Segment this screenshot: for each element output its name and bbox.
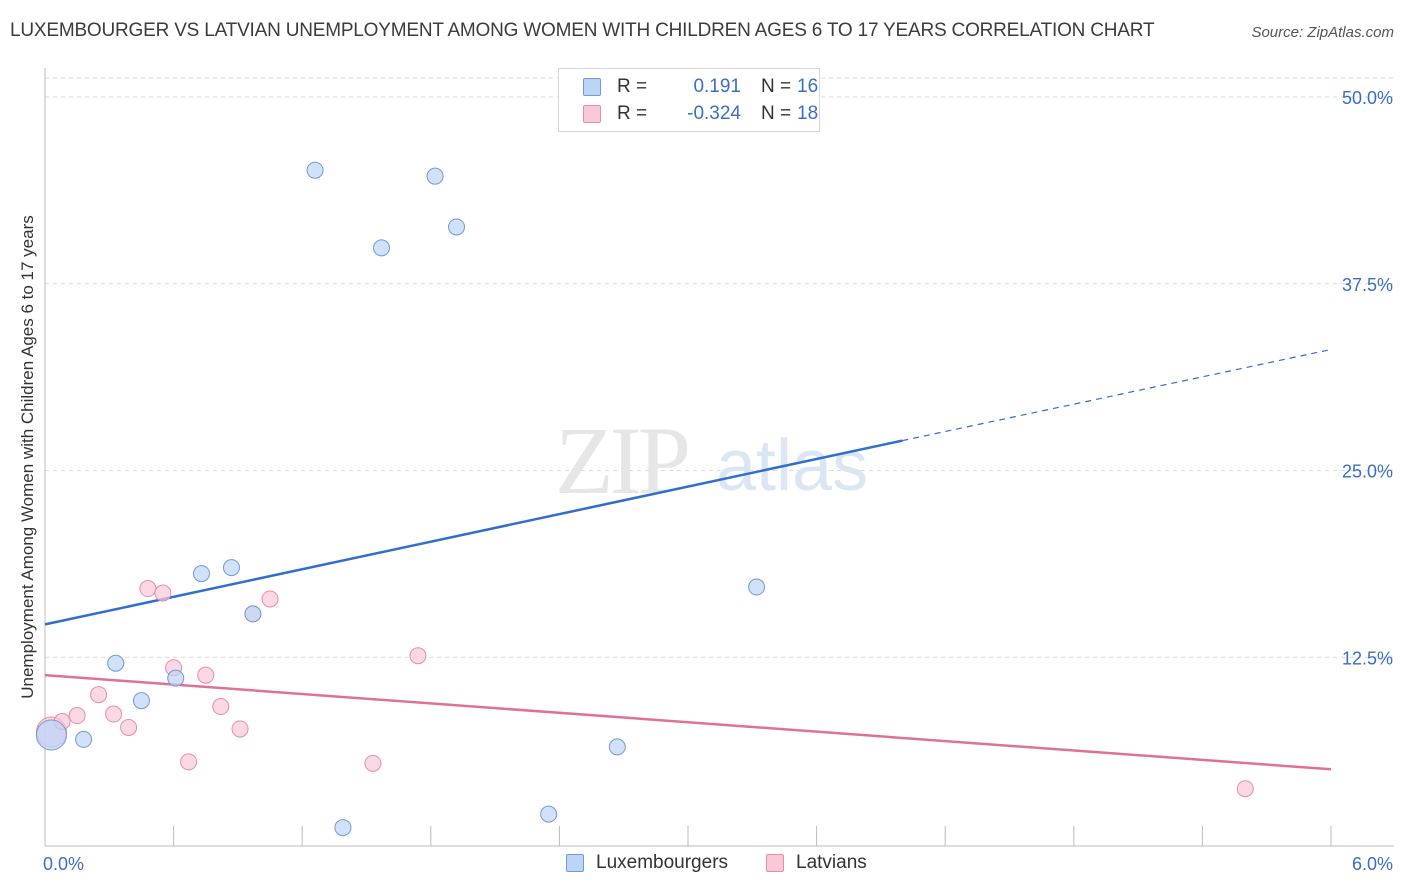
r-label: R = (617, 103, 648, 124)
latvians-point (154, 584, 172, 602)
luxembourgers-point (448, 218, 466, 236)
luxembourgers-point (748, 578, 766, 596)
latvians-point (68, 707, 86, 725)
luxembourgers-trend-line (44, 439, 903, 626)
luxembourgers-point (608, 738, 626, 756)
latvians-point (105, 705, 123, 723)
n-label: N = (761, 76, 792, 97)
luxembourgers-swatch (566, 854, 584, 872)
luxembourgers-point (132, 692, 150, 710)
x-tick-label: 0.0% (43, 854, 84, 874)
latvians-trend-line (44, 673, 1332, 771)
latvians-point (409, 647, 427, 665)
latvians-point (231, 720, 249, 738)
n-value: 18 (797, 103, 819, 124)
n-value: 16 (797, 76, 819, 97)
points-layer (35, 161, 1254, 837)
r-label: R = (617, 76, 648, 97)
luxembourgers-point (540, 805, 558, 823)
watermark-zip: ZIP (555, 407, 688, 514)
latvians-swatch (766, 854, 784, 872)
luxembourgers-point (426, 167, 444, 185)
tick-label-layer: 12.5% 25.0% 37.5% 50.0% 0.0% 6.0% (43, 88, 1393, 874)
luxembourgers-point (75, 730, 93, 748)
luxembourgers-trend-extension (902, 348, 1332, 442)
trend-layer (44, 348, 1332, 771)
latvians-point (1236, 780, 1254, 798)
latvians-point (261, 590, 279, 608)
latvians-point (120, 718, 138, 736)
r-value: 0.191 (693, 76, 741, 97)
latvians-point (139, 580, 157, 598)
x-tick-label: 6.0% (1352, 854, 1393, 874)
y-tick-label: 50.0% (1342, 88, 1393, 108)
luxembourgers-point (373, 239, 391, 257)
luxembourgers-point (107, 654, 125, 672)
y-tick-label: 37.5% (1342, 275, 1393, 295)
grid-layer (45, 77, 1394, 658)
y-tick-label: 25.0% (1342, 462, 1393, 482)
latvians-swatch (583, 105, 601, 123)
watermark-atlas: atlas (716, 426, 868, 506)
luxembourgers-point (334, 819, 352, 837)
luxembourgers-point (306, 161, 324, 179)
legend-label: Luxembourgers (596, 852, 729, 873)
luxembourgers-point (35, 719, 67, 751)
latvians-point (90, 686, 108, 704)
luxembourgers-point (244, 605, 262, 623)
y-tick-label: 12.5% (1342, 648, 1393, 668)
luxembourgers-point (222, 559, 240, 577)
chart-title: LUXEMBOURGER VS LATVIAN UNEMPLOYMENT AMO… (10, 20, 1155, 41)
stats-legend: R = 0.191 N = 16 R = -0.324 N = 18 (558, 68, 820, 132)
y-axis-label: Unemployment Among Women with Children A… (18, 215, 37, 699)
latvians-point (197, 666, 215, 684)
axis-layer (44, 68, 1394, 847)
legend-label: Latvians (796, 852, 867, 873)
latvians-point (364, 754, 382, 772)
luxembourgers-swatch (583, 78, 601, 96)
luxembourgers-point (167, 669, 185, 687)
source-label: Source: ZipAtlas.com (1251, 24, 1394, 41)
n-label: N = (761, 103, 792, 124)
latvians-point (212, 698, 230, 716)
watermark: ZIP atlas (555, 407, 868, 514)
latvians-point (180, 753, 198, 771)
r-value: -0.324 (687, 103, 741, 124)
luxembourgers-point (192, 565, 210, 583)
